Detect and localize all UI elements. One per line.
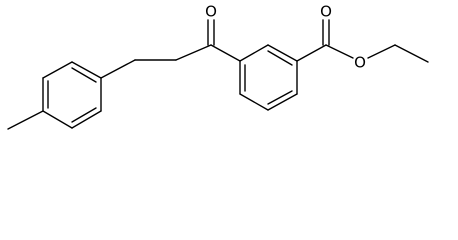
atom-label: O xyxy=(205,3,217,21)
atom-label: O xyxy=(320,3,332,21)
structure-diagram: O O O xyxy=(7,3,429,130)
atom-label: O xyxy=(354,54,366,72)
bonds xyxy=(7,19,429,130)
